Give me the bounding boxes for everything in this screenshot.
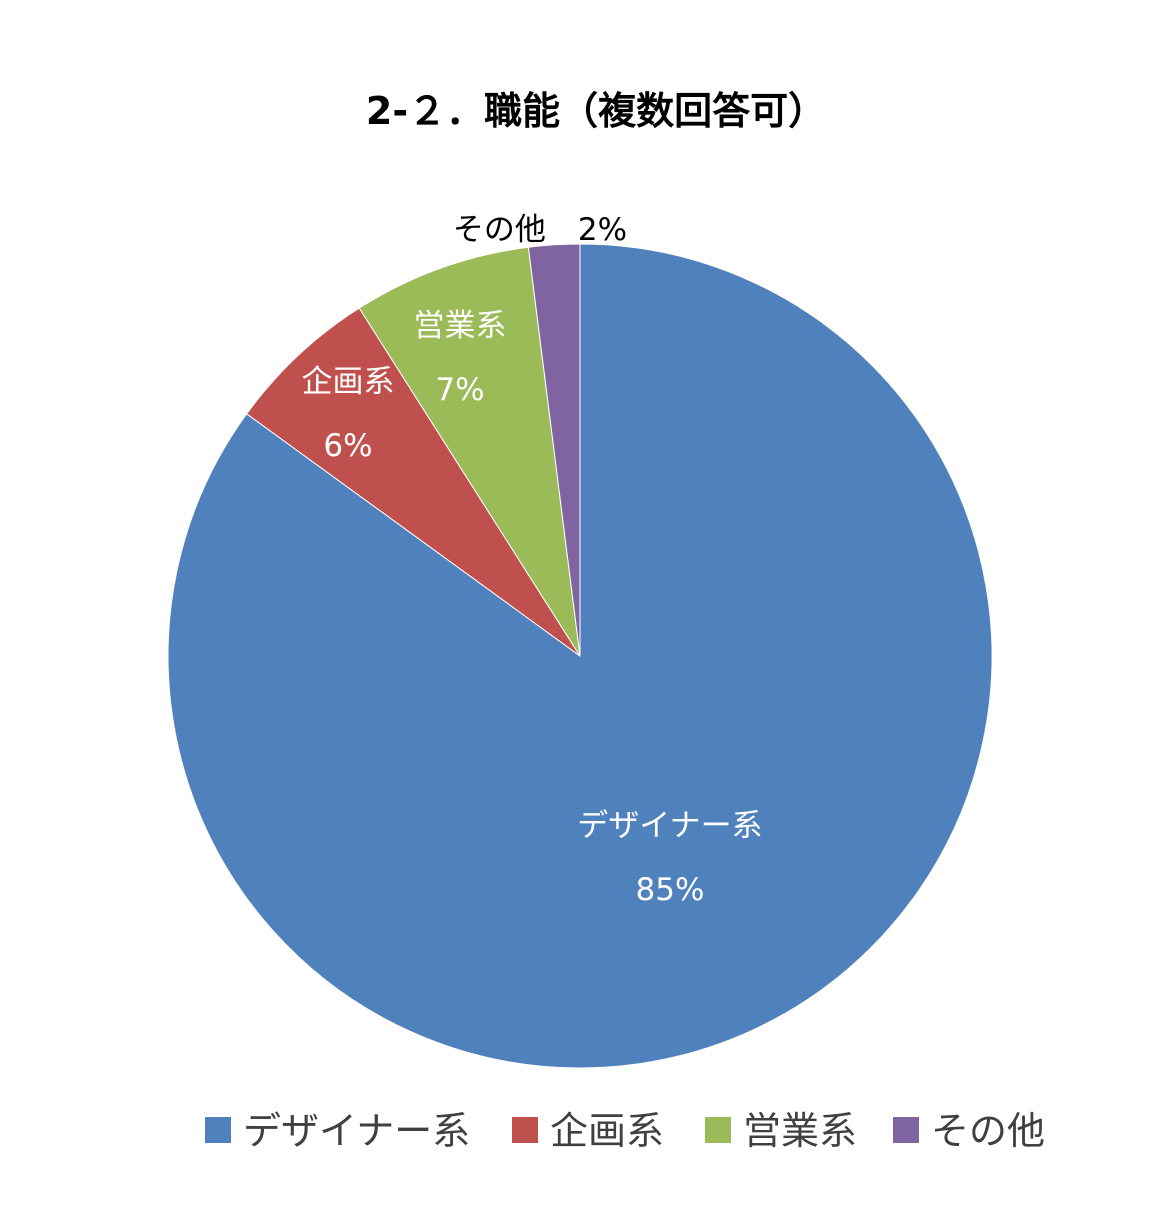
slice-label-other: その他 2% (453, 212, 627, 248)
pie-slices (167, 243, 993, 1069)
legend-swatch-other (893, 1117, 919, 1143)
legend: デザイナー系 企画系 営業系 その他 (205, 1109, 1045, 1153)
legend-swatch-designer (205, 1117, 231, 1143)
pie-slice-sales (358, 246, 581, 657)
slice-label-value-planning: 6% (323, 428, 372, 464)
legend-item-sales: 営業系 (705, 1109, 857, 1153)
legend-swatch-planning (512, 1117, 538, 1143)
legend-label-other: その他 (931, 1109, 1045, 1153)
slice-label-name-sales: 営業系 (414, 308, 507, 344)
legend-item-designer: デザイナー系 (205, 1109, 470, 1153)
slice-label-value-sales: 7% (435, 372, 484, 408)
slice-label-value-designer: 85% (636, 872, 705, 908)
pie-slice-planning (245, 307, 581, 657)
slice-label-name-designer: デザイナー系 (577, 808, 762, 844)
legend-swatch-sales (705, 1117, 731, 1143)
chart-title: 2-２．職能（複数回答可） (366, 89, 826, 133)
slice-label-name-other: その他 (453, 212, 546, 248)
legend-label-sales: 営業系 (743, 1109, 857, 1153)
pie-slice-other (527, 243, 581, 657)
slice-labels: デザイナー系 85% 企画系 6% 営業系 7% その他 2% (302, 212, 763, 908)
legend-item-planning: 企画系 (512, 1109, 664, 1153)
legend-label-designer: デザイナー系 (243, 1109, 470, 1153)
legend-label-planning: 企画系 (550, 1109, 664, 1153)
slice-label-value-other: 2% (578, 212, 627, 248)
slice-label-name-planning: 企画系 (302, 364, 395, 400)
legend-item-other: その他 (893, 1109, 1045, 1153)
